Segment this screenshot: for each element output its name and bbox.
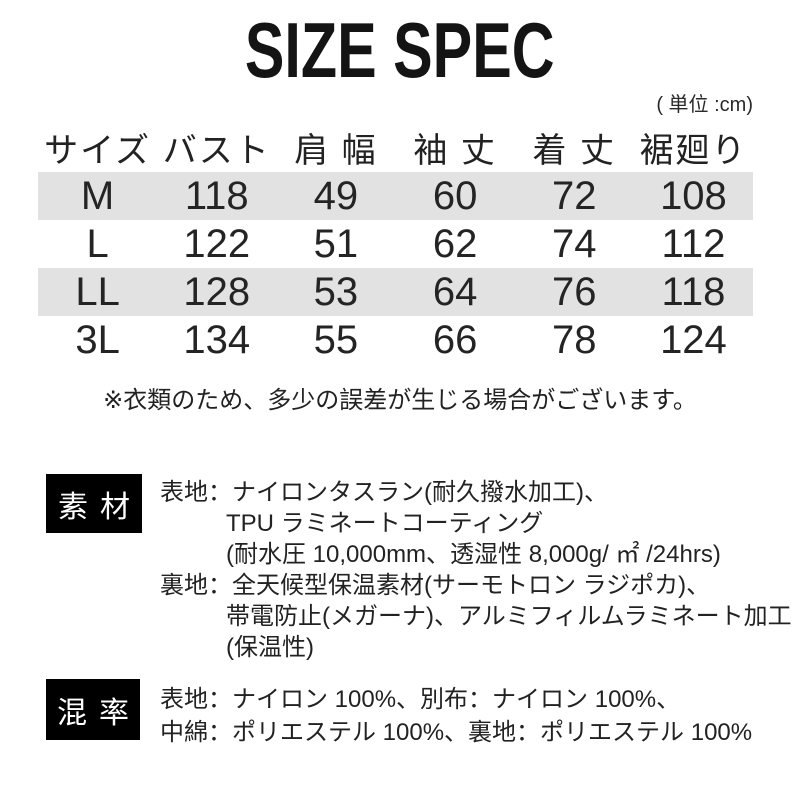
size-cell: LL [75,269,120,314]
table-cell: 49 [313,173,359,218]
material-line: (保温性) [226,634,314,661]
table-cell: 55 [313,317,359,362]
table-header-row: サイズ バスト 肩 幅 袖 丈 着 丈 裾廻り [38,122,753,172]
table-row: 3L 134 55 66 78 124 [38,316,753,364]
table-row: M 118 49 60 72 108 [38,172,753,220]
table-cell: 122 [183,221,251,266]
table-header-cell-hem: 裾廻り [639,131,748,170]
table-cell: 112 [661,221,726,266]
disclaimer-note: ※衣類のため、多少の誤差が生じる場合がございます。 [103,387,697,414]
table-header-cell-size: サイズ [44,131,152,170]
table-row: L 122 51 62 74 112 [38,220,753,268]
table-cell: 64 [432,269,478,314]
table-cell: 60 [432,173,478,218]
table-cell: 74 [552,221,597,266]
table-header-cell-length: 着 丈 [532,131,616,170]
table-cell: 53 [313,269,359,314]
table-header-cell-shoulder: 肩 幅 [294,131,378,170]
material-text-block: 表地：ナイロンタスラン(耐久撥水加工)、 TPU ラミネートコーティング (耐水… [160,477,792,663]
blend-label-badge: 混率 [46,679,140,740]
material-line: 裏地：全天候型保温素材(サーモトロン ラジポカ)、 [160,572,711,599]
material-label: 素材 [58,490,142,524]
table-cell: 118 [661,269,726,314]
table-cell: 51 [313,221,359,266]
size-spec-table: サイズ バスト 肩 幅 袖 丈 着 丈 裾廻り M 118 49 60 72 1… [38,122,753,364]
blend-text-block: 表地：ナイロン 100%、別布：ナイロン 100%、 中綿：ポリエステル 100… [160,683,752,749]
material-line: 帯電防止(メガーナ)、アルミフィルムラミネート加工 [226,603,792,630]
page-title: SIZE SPEC [0,11,800,89]
material-label-badge: 素材 [46,474,142,533]
blend-line: 中綿：ポリエステル 100%、裏地：ポリエステル 100% [160,719,753,746]
unit-note: ( 単位 :cm) [656,94,753,116]
table-cell: 62 [432,221,478,266]
table-cell: 118 [184,173,249,218]
table-cell: 66 [432,317,478,362]
table-header-cell-bust: バスト [162,131,271,170]
material-line: 表地：ナイロンタスラン(耐久撥水加工)、 [160,479,608,506]
table-cell: 124 [660,317,727,362]
blend-line: 表地：ナイロン 100%、別布：ナイロン 100%、 [160,686,681,713]
material-line: TPU ラミネートコーティング [226,510,544,537]
table-row: LL 128 53 64 76 118 [38,268,753,316]
size-cell: 3L [75,317,120,362]
table-header-cell-sleeve: 袖 丈 [413,131,497,170]
page-title-text: SIZE SPEC [245,6,555,94]
table-cell: 108 [660,173,727,218]
table-cell: 72 [552,173,597,218]
material-line: (耐水圧 10,000mm、透湿性 8,000g/ ㎡ /24hrs) [226,541,721,568]
size-cell: L [86,221,109,266]
table-cell: 134 [183,317,251,362]
size-cell: M [80,173,115,218]
blend-label: 混率 [57,696,141,730]
table-cell: 78 [552,317,597,362]
table-cell: 76 [552,269,597,314]
table-cell: 128 [183,269,251,314]
